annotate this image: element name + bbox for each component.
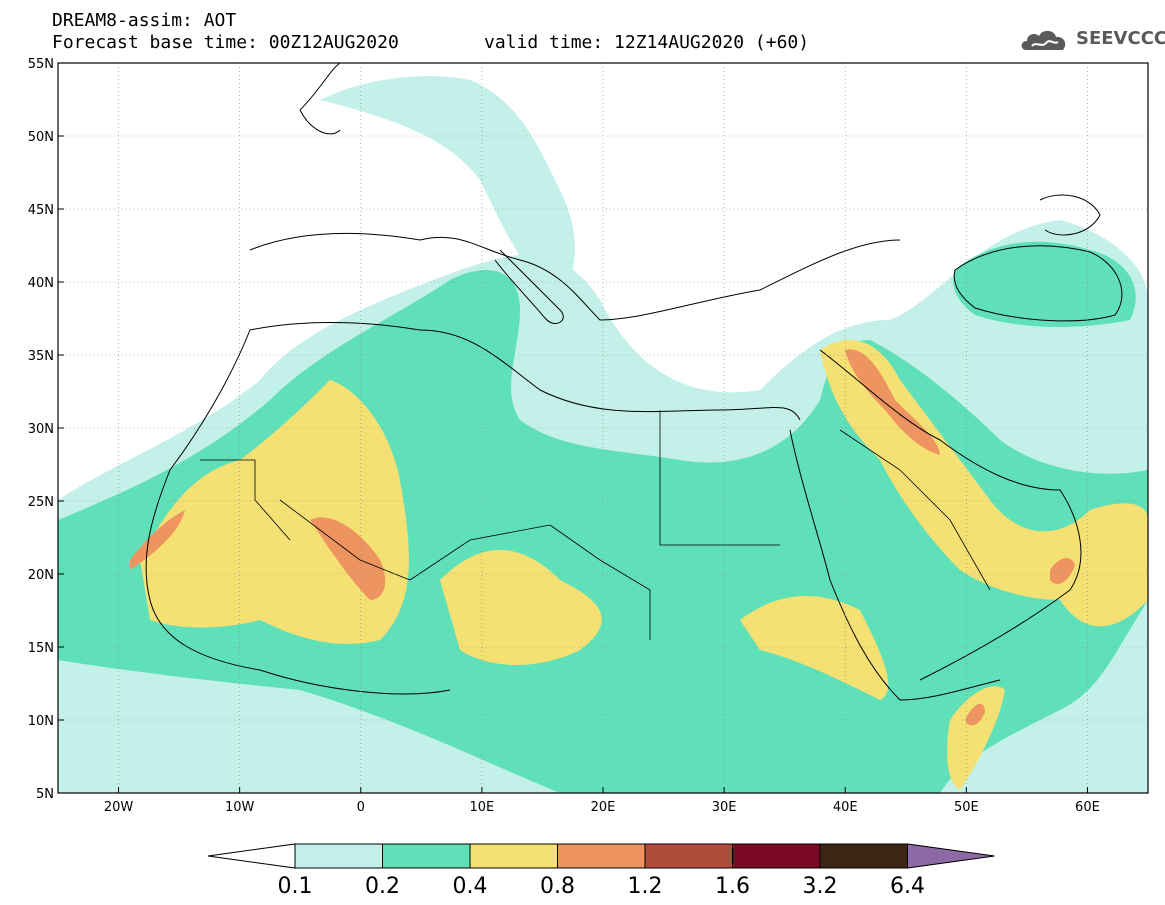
lon-label: 10E: [470, 800, 495, 815]
colorbar-label: 1.6: [715, 874, 750, 899]
map-title: DREAM8-assim: AOT: [52, 10, 237, 31]
colorbar-segment: [294, 843, 383, 869]
colorbar-segment: [557, 843, 646, 869]
lon-label: 20E: [591, 800, 616, 815]
lat-label: 55N: [28, 57, 54, 72]
lat-label: 10N: [28, 714, 54, 729]
lon-label: 0: [357, 800, 365, 815]
coast-britain: [299, 63, 341, 135]
lat-label: 30N: [28, 422, 54, 437]
coastlines: [145, 63, 1123, 701]
aot-band-0.4-horn: [947, 686, 1005, 790]
lat-label: 40N: [28, 276, 54, 291]
lon-label: 30E: [712, 800, 737, 815]
lon-label: 50E: [954, 800, 979, 815]
border-libya-egypt: [659, 410, 780, 546]
aot-band-0.4-redsea: [740, 596, 889, 700]
colorbar-under-arrow: [207, 843, 296, 869]
logo-text: SEEVCCC: [1076, 28, 1165, 49]
coast-italy: [494, 249, 564, 324]
border-algeria-mali: [279, 499, 411, 581]
colorbar-label: 3.2: [803, 874, 838, 899]
aot-band-0.1-europe: [320, 76, 575, 300]
aot-band-0.8-oman: [1050, 558, 1075, 585]
lon-label: 20W: [104, 800, 134, 815]
valid-time: valid time: 12Z14AUG2020 (+60): [484, 32, 810, 53]
aot-band-0.8-iraq: [845, 349, 940, 455]
lat-label: 20N: [28, 568, 54, 583]
lat-label: 45N: [28, 203, 54, 218]
lon-label: 10W: [225, 800, 255, 815]
lat-label: 15N: [28, 641, 54, 656]
coast-africa-north: [249, 322, 801, 421]
aot-band-0.8-mauritania: [130, 510, 185, 570]
coast-europe-south: [249, 232, 901, 321]
border-chad-sudan: [549, 524, 651, 640]
colorbar-segment: [469, 843, 558, 869]
lat-label: 25N: [28, 495, 54, 510]
colorbar-segment: [644, 843, 733, 869]
coast-blacksea: [953, 245, 1123, 322]
cloud-icon: [1021, 30, 1066, 50]
coast-arabia: [819, 349, 1082, 681]
border-niger: [409, 524, 551, 581]
colorbar-segment: [382, 843, 471, 869]
seevccc-logo: SEEVCCC: [1018, 24, 1165, 56]
lon-label: 60E: [1075, 800, 1100, 815]
gridlines: [58, 63, 1148, 793]
coast-redsea: [789, 429, 1001, 701]
aot-band-0.4-sahara-west: [140, 380, 409, 644]
border-mauritania: [200, 459, 291, 541]
lat-label: 50N: [28, 130, 54, 145]
lat-label: 5N: [36, 787, 54, 802]
coast-africa-west: [145, 329, 451, 695]
colorbar-segment: [732, 843, 821, 869]
border-saudi: [839, 429, 991, 591]
coast-caspian: [1039, 194, 1101, 236]
colorbar-label: 6.4: [890, 874, 925, 899]
aot-band-0.8-mali: [310, 517, 386, 600]
colorbar-label: 0.4: [453, 874, 488, 899]
lat-label: 35N: [28, 349, 54, 364]
colorbar-label: 0.1: [278, 874, 313, 899]
forecast-base-time: Forecast base time: 00Z12AUG2020: [52, 32, 399, 53]
colorbar-segment: [819, 843, 908, 869]
aot-band-0.4-sahel: [440, 550, 602, 665]
colorbar: 0.1 0.2 0.4 0.8 1.2 1.6 3.2 6.4: [207, 843, 995, 899]
aot-band-0.2-blacksea: [953, 241, 1136, 327]
colorbar-over-arrow: [907, 843, 995, 869]
lon-labels: 20W 10W 0 10E 20E 30E 40E 50E 60E: [104, 787, 1100, 815]
colorbar-label: 1.2: [628, 874, 663, 899]
colorbar-label: 0.8: [540, 874, 575, 899]
lat-labels: 55N 50N 45N 40N 35N 30N 25N 20N 15N 10N 5N: [28, 57, 64, 802]
colorbar-label: 0.2: [365, 874, 400, 899]
lon-label: 40E: [833, 800, 858, 815]
borders: [200, 410, 991, 640]
